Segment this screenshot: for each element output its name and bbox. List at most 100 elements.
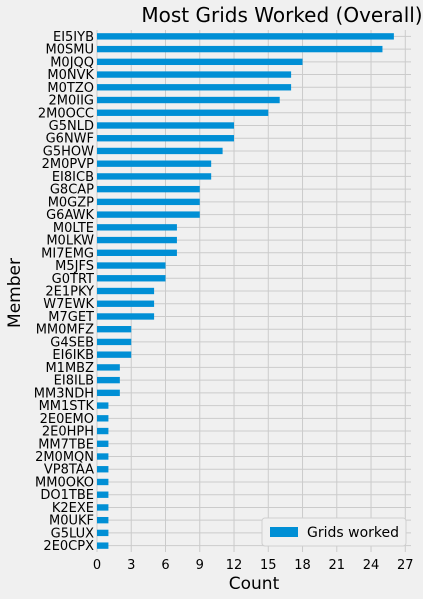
bar [97, 491, 109, 498]
bar [97, 275, 166, 282]
x-tick-label: 9 [196, 558, 204, 573]
legend-entry: Grids worked [307, 525, 399, 541]
bar [97, 224, 177, 231]
x-tick-label: 18 [294, 558, 311, 573]
y-tick-label: M0UKF [49, 514, 94, 529]
y-axis-label: Member [5, 258, 25, 328]
bar [97, 300, 155, 307]
x-tick-label: 3 [127, 558, 135, 573]
y-tick-label: 2E0HPH [42, 425, 94, 440]
y-tick-label: 2M0IIG [49, 94, 95, 109]
bar [97, 135, 235, 142]
y-tick-label: G6NWF [46, 132, 94, 147]
bar [97, 198, 200, 206]
y-tick-label: M7GET [48, 310, 94, 325]
bar [97, 529, 109, 537]
bar [97, 122, 235, 129]
y-tick-label: M0NVK [47, 68, 94, 83]
bar [97, 389, 120, 397]
bar [97, 58, 303, 66]
y-tick-label: G5NLD [49, 119, 94, 134]
y-tick-label: G5HOW [43, 144, 94, 159]
y-tick-label: DO1TBE [40, 488, 94, 503]
bar [97, 364, 120, 371]
bar [97, 351, 132, 358]
bar [97, 173, 212, 180]
bar [97, 185, 200, 193]
y-tick-label: G0TRT [52, 272, 94, 287]
plot-area [96, 30, 411, 552]
y-tick-label: VP8TAA [44, 463, 94, 478]
bar [97, 211, 200, 218]
y-tick-label: MM3NDH [34, 386, 94, 401]
y-tick-label: EI5IYB [53, 30, 94, 45]
legend: Grids worked [261, 517, 407, 547]
y-tick-label: M0JQQ [50, 55, 94, 70]
y-tick-label: M0LTE [53, 221, 94, 236]
bar [97, 313, 155, 320]
x-tick-label: 15 [260, 558, 277, 573]
y-tick-label: 2E0CPX [43, 539, 94, 554]
bar [97, 453, 109, 460]
x-tick-label: 27 [397, 558, 414, 573]
bar [97, 33, 394, 40]
y-tick-label: MM1STK [39, 399, 95, 414]
y-axis-ticks: EI5IYBM0SMUM0JQQM0NVKM0TZO2M0IIG2M0OCCG5… [34, 30, 95, 554]
y-tick-label: K2EXE [52, 501, 94, 516]
y-tick-label: M1MBZ [45, 361, 94, 376]
y-tick-label: 2E0EMO [40, 412, 94, 427]
y-tick-label: EI8ICB [52, 170, 94, 185]
y-tick-label: 2M0MQN [35, 450, 94, 465]
bar [97, 478, 109, 486]
chart-title: Most Grids Worked (Overall) [141, 3, 422, 27]
bar [97, 96, 280, 104]
y-tick-label: EI8ILB [54, 374, 94, 389]
bar [97, 147, 223, 155]
bar [97, 427, 109, 435]
bar [97, 236, 177, 244]
x-tick-label: 24 [363, 558, 380, 573]
x-tick-label: 0 [93, 558, 101, 573]
y-tick-label: EI6IKB [52, 348, 94, 363]
x-tick-label: 6 [161, 558, 169, 573]
y-tick-label: G8CAP [50, 183, 94, 198]
y-tick-label: M5JFS [55, 259, 94, 274]
bar [97, 504, 109, 511]
y-tick-label: G5LUX [51, 526, 94, 541]
y-tick-label: M0TZO [47, 81, 94, 96]
y-tick-label: 2E1PKY [45, 285, 94, 300]
bar [97, 262, 166, 269]
y-tick-label: MM7TBE [38, 437, 94, 452]
bar [97, 415, 109, 422]
y-tick-label: G4SEB [50, 335, 94, 350]
bar [97, 249, 177, 256]
bars [97, 33, 394, 549]
legend-swatch [270, 527, 298, 537]
y-tick-label: M0LKW [46, 234, 94, 249]
bar [97, 45, 383, 53]
y-tick-label: M0SMU [46, 43, 94, 58]
bar [97, 287, 155, 295]
y-tick-label: 2M0OCC [38, 106, 94, 121]
bar [97, 84, 292, 91]
y-tick-label: MM0MFZ [36, 323, 94, 338]
bar [97, 109, 269, 116]
bar [97, 402, 109, 409]
bar [97, 326, 132, 333]
y-tick-label: MI7EMG [41, 246, 94, 261]
bar [97, 440, 109, 447]
y-tick-label: G6AWK [46, 208, 94, 223]
x-axis-ticks: 0 3 6 9 12 15 18 21 24 27 [93, 558, 414, 573]
x-axis-label: Count [229, 574, 280, 594]
bar [97, 71, 292, 78]
bar [97, 542, 109, 549]
y-tick-label: MM0OKO [35, 475, 94, 490]
bar [97, 338, 132, 346]
y-tick-label: M0GZP [48, 195, 94, 210]
y-tick-label: W7EWK [43, 297, 94, 312]
x-tick-label: 12 [226, 558, 243, 573]
y-tick-label: 2M0PVP [42, 157, 94, 172]
x-tick-label: 21 [329, 558, 346, 573]
legend-box [261, 517, 407, 547]
